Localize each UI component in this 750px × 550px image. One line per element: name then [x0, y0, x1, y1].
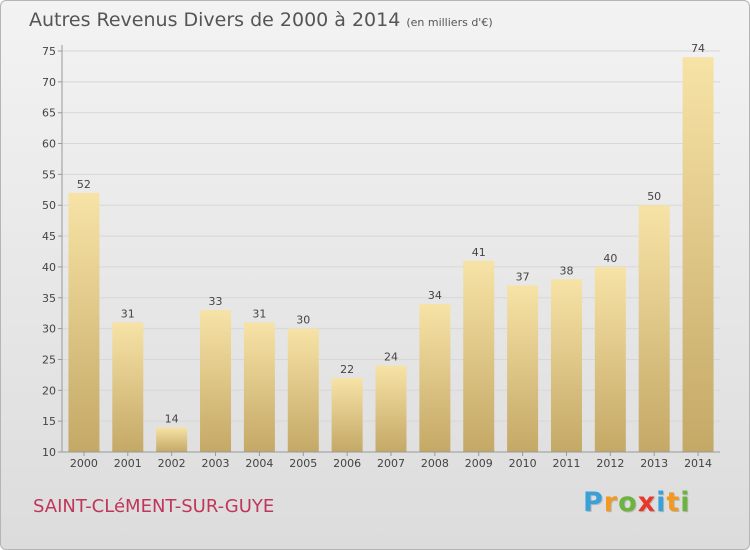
y-tick-label: 35	[42, 292, 56, 305]
bar-2002	[156, 427, 188, 452]
value-label-2005: 30	[296, 314, 310, 327]
x-tick-label-2012: 2012	[596, 457, 624, 470]
logo-letter: P	[583, 487, 604, 518]
y-tick-label: 45	[42, 230, 56, 243]
logo-letter: o	[618, 487, 638, 518]
value-label-2006: 22	[340, 363, 354, 376]
x-tick-label-2006: 2006	[333, 457, 361, 470]
value-label-2012: 40	[603, 252, 617, 265]
logo-letter: i	[680, 487, 691, 518]
x-tick-label-2013: 2013	[640, 457, 668, 470]
value-label-2014: 74	[691, 42, 705, 55]
bar-2013	[638, 205, 670, 452]
logo-letter: i	[656, 487, 667, 518]
bar-2006	[331, 377, 363, 452]
commune-name: SAINT-CLéMENT-SUR-GUYE	[33, 496, 275, 517]
value-label-2004: 31	[252, 307, 266, 320]
y-tick-label: 55	[42, 168, 56, 181]
x-tick-label-2010: 2010	[509, 457, 537, 470]
bar-2007	[375, 365, 407, 452]
bar-2005	[287, 328, 319, 452]
y-tick-label: 75	[42, 45, 56, 58]
x-tick-label-2001: 2001	[114, 457, 142, 470]
logo-letter: x	[637, 487, 657, 518]
logo-letter: t	[666, 487, 681, 518]
bar-2004	[243, 322, 275, 452]
chart-subtitle: (en milliers d'€)	[406, 16, 493, 29]
chart-title: Autres Revenus Divers de 2000 à 2014 (en …	[29, 9, 493, 31]
x-tick-label-2008: 2008	[421, 457, 449, 470]
x-tick-label-2014: 2014	[684, 457, 712, 470]
chart-title-text: Autres Revenus Divers de 2000 à 2014	[29, 9, 401, 31]
value-label-2002: 14	[165, 412, 179, 425]
value-label-2011: 38	[559, 264, 573, 277]
y-tick-label: 20	[42, 384, 56, 397]
y-tick-label: 40	[42, 261, 56, 274]
bar-2011	[550, 279, 582, 452]
bar-2009	[463, 260, 495, 452]
bar-2008	[419, 303, 451, 452]
bar-2014	[682, 57, 714, 453]
x-tick-label-2011: 2011	[552, 457, 580, 470]
bar-2000	[68, 192, 100, 452]
value-label-2009: 41	[472, 246, 486, 259]
x-tick-label-2004: 2004	[245, 457, 273, 470]
logo-letter: r	[603, 487, 619, 518]
value-label-2007: 24	[384, 351, 398, 364]
y-tick-label: 70	[42, 76, 56, 89]
y-tick-label: 50	[42, 199, 56, 212]
axes	[58, 45, 720, 456]
labels: 10 15 20 25 30 35 40 45 50 55 60 65 70 75 52 2000 31 2001…	[42, 42, 712, 470]
x-tick-label-2007: 2007	[377, 457, 405, 470]
value-label-2003: 33	[209, 295, 223, 308]
y-tick-label: 30	[42, 323, 56, 336]
y-tick-label: 25	[42, 353, 56, 366]
x-tick-label-2002: 2002	[158, 457, 186, 470]
bar-2001	[112, 322, 144, 452]
bars	[68, 57, 714, 453]
y-tick-label: 15	[42, 415, 56, 428]
bar-2003	[200, 310, 232, 452]
value-label-2013: 50	[647, 190, 661, 203]
proxiti-logo: Proxiti	[583, 487, 691, 518]
value-label-2010: 37	[516, 270, 530, 283]
bar-2012	[594, 266, 626, 452]
bar-2010	[507, 285, 539, 452]
value-label-2000: 52	[77, 178, 91, 191]
y-tick-label: 65	[42, 107, 56, 120]
x-tick-label-2009: 2009	[465, 457, 493, 470]
y-tick-label: 10	[42, 446, 56, 459]
x-tick-label-2000: 2000	[70, 457, 98, 470]
y-tick-label: 60	[42, 138, 56, 151]
x-tick-label-2005: 2005	[289, 457, 317, 470]
value-label-2001: 31	[121, 307, 135, 320]
x-tick-label-2003: 2003	[202, 457, 230, 470]
value-label-2008: 34	[428, 289, 442, 302]
